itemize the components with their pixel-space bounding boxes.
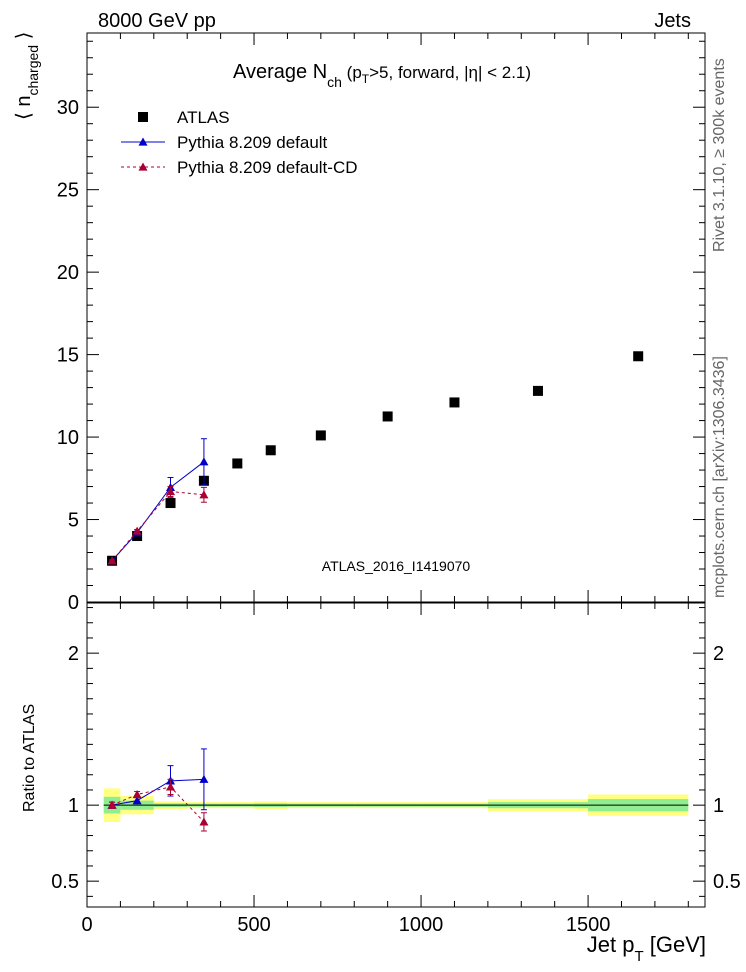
- main-y-tick-label: 20: [57, 262, 79, 284]
- x-tick-label: 0: [81, 914, 92, 936]
- legend: ATLAS Pythia 8.209 default Pythia 8.209 de…: [121, 108, 358, 177]
- legend-marker-pythia-8-209-default: [138, 137, 148, 146]
- main-point-pythia-8-209-default-cd: [132, 526, 142, 535]
- ratio-frame: [86, 602, 706, 908]
- legend-marker-atlas: [138, 112, 148, 122]
- x-axis-label: Jet pT [GeV]: [587, 932, 706, 965]
- main-plot-area: 0 5 10 15 20 25 30: [57, 32, 706, 614]
- main-point-pythia-8-209-default-cd: [166, 486, 176, 496]
- legend-label-pythia-8-209-default: Pythia 8.209 default: [177, 133, 328, 152]
- main-point-atlas: [633, 351, 644, 362]
- ratio-plot-area: 0 500 1000 1500 0.5 0.5 1 1 2 2: [51, 602, 741, 936]
- main-y-tick-label: 0: [68, 592, 79, 614]
- ratio-point-pythia-8-209-default-cd: [199, 817, 209, 826]
- x-tick-label: 1000: [399, 914, 444, 936]
- ratio-point-pythia-8-209-default: [132, 796, 142, 805]
- ratio-point-pythia-8-209-default: [199, 774, 209, 783]
- main-point-atlas: [532, 385, 543, 396]
- ratio-plot-marks: [107, 748, 209, 832]
- legend-marker-pythia-8-209-default-cd: [138, 162, 148, 171]
- main-plot-marks: [107, 351, 644, 566]
- main-y-tick-label: 5: [68, 510, 79, 532]
- main-y-axis-label: ⟨ ncharged ⟩: [13, 32, 41, 120]
- side-label-rivet: Rivet 3.1.10, ≥ 300k events: [711, 58, 728, 252]
- main-plot-title: Average Nch (pT>5, forward, |η| < 2.1): [233, 61, 531, 90]
- main-line-pythia-8-209-default: [111, 461, 205, 562]
- main-point-pythia-8-209-default-cd: [107, 556, 117, 565]
- analysis-watermark: ATLAS_2016_I1419070: [322, 558, 471, 574]
- ratio-point-pythia-8-209-default-cd: [132, 790, 142, 799]
- header-right-label: Jets: [654, 10, 691, 32]
- main-point-pythia-8-209-default: [199, 457, 209, 466]
- main-point-atlas: [165, 498, 176, 509]
- ratio-y-tick-label-right: 1: [713, 795, 724, 817]
- ratio-point-pythia-8-209-default-cd: [166, 782, 176, 791]
- main-y-tick-label: 15: [57, 345, 79, 367]
- header-left-label: 8000 GeV pp: [98, 10, 216, 32]
- ratio-y-tick-label-right: 0.5: [713, 871, 741, 893]
- ratio-y-tick-label: 0.5: [51, 871, 79, 893]
- ratio-y-tick-label: 2: [68, 643, 79, 665]
- main-y-tick-label: 30: [57, 97, 79, 119]
- main-point-pythia-8-209-default-cd: [199, 490, 209, 499]
- ratio-y-tick-label: 1: [68, 795, 79, 817]
- main-frame: [86, 32, 706, 603]
- x-tick-label: 1500: [566, 914, 611, 936]
- side-label-mcplots: mcplots.cern.ch [arXiv:1306.3436]: [711, 356, 728, 598]
- ratio-y-tick-label-right: 2: [713, 643, 724, 665]
- ratio-y-axis-label: Ratio to ATLAS: [21, 704, 38, 812]
- legend-label-pythia-8-209-default-cd: Pythia 8.209 default-CD: [177, 158, 358, 177]
- main-y-tick-label: 25: [57, 180, 79, 202]
- legend-label-atlas: ATLAS: [177, 108, 230, 127]
- main-line-pythia-8-209-default-cd: [111, 490, 204, 562]
- main-point-atlas: [315, 430, 326, 441]
- ratio-line-pythia-8-209-default-cd: [111, 786, 205, 823]
- ratio-point-pythia-8-209-default-cd: [107, 800, 117, 809]
- main-point-atlas: [232, 458, 243, 469]
- main-point-atlas: [382, 411, 393, 422]
- x-tick-label: 500: [237, 914, 270, 936]
- main-point-atlas: [449, 397, 460, 408]
- main-point-atlas: [265, 445, 276, 456]
- main-y-tick-label: 10: [57, 427, 79, 449]
